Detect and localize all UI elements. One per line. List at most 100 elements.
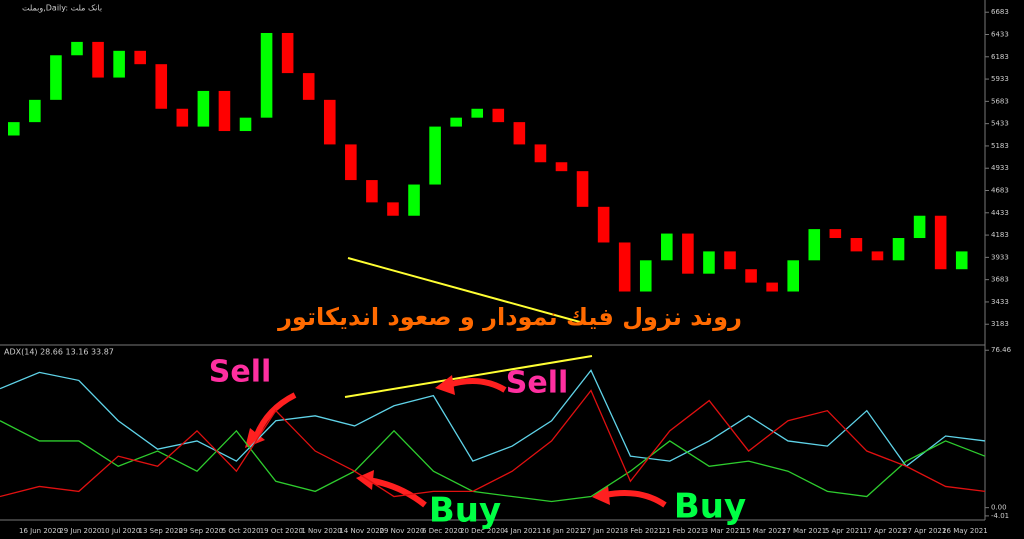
indicator-title: ADX(14) 28.66 13.16 33.87: [4, 348, 114, 357]
annotation: Sell: [209, 355, 272, 390]
indicator-line: [0, 389, 986, 498]
y-tick-label: 3183: [991, 320, 1009, 328]
y-tick-label: 6433: [991, 31, 1009, 39]
x-tick-label: 19 Oct 2020: [260, 527, 303, 535]
y-tick-label: 4183: [991, 231, 1009, 239]
y-tick-label: 3933: [991, 253, 1009, 261]
arrowheads: [245, 375, 610, 505]
candle: [197, 90, 210, 127]
x-tick-label: 29 Nov 2020: [380, 527, 425, 535]
arrowhead: [356, 470, 374, 490]
candle: [155, 64, 168, 109]
candle: [71, 41, 83, 56]
x-tick-label: 29 Jun 2020: [59, 527, 101, 535]
candle: [471, 108, 484, 118]
candle: [745, 269, 757, 283]
x-tick-label: 16 Jan 2021: [542, 527, 584, 535]
x-tick-label: 8 Feb 2021: [624, 527, 663, 535]
candle: [703, 251, 715, 274]
candle: [387, 202, 399, 216]
x-tick-label: 21 Feb 2021: [662, 527, 706, 535]
x-tick-label: 26 May 2021: [942, 527, 988, 535]
x-tick-label: 5 Apr 2021: [825, 527, 864, 535]
candle: [450, 117, 462, 127]
y-tick-label: 4683: [991, 187, 1009, 195]
candle: [134, 50, 146, 65]
candle: [29, 99, 41, 123]
x-tick-label: 6 Dec 2020: [422, 527, 462, 535]
candle: [934, 215, 947, 270]
annotation: Sell: [506, 366, 569, 401]
y-tick-label: -4.01: [991, 512, 1009, 520]
candle: [492, 108, 505, 123]
y-tick-label: 4933: [991, 164, 1009, 172]
candle: [366, 180, 378, 203]
candle: [955, 251, 968, 270]
x-tick-label: 27 Jan 2021: [582, 527, 624, 535]
candle: [92, 41, 104, 78]
candle: [555, 162, 568, 172]
headline: روند نزول فیك نمودار و صعود اندیكاتور: [277, 303, 742, 331]
candle: [682, 233, 694, 274]
y-tick-label: 0.00: [991, 504, 1007, 512]
y-tick-label: 4433: [991, 209, 1009, 217]
trend-line: [347, 257, 581, 323]
indicator-line: [0, 369, 986, 468]
candle: [281, 32, 294, 74]
y-tick-label: 6183: [991, 53, 1009, 61]
candle: [829, 229, 842, 239]
x-tick-label: 16 Jun 2020: [19, 527, 61, 535]
candle: [408, 184, 420, 216]
candle: [892, 238, 905, 261]
candle: [618, 242, 631, 292]
y-tick-label: 6683: [991, 8, 1009, 16]
x-tick-label: 14 Nov 2020: [339, 527, 384, 535]
x-tick-label: 20 Dec 2020: [460, 527, 505, 535]
x-tick-label: 3 Mar 2021: [704, 527, 744, 535]
candle: [345, 144, 357, 181]
candle: [576, 171, 589, 207]
x-tick-label: 1 Nov 2020: [301, 527, 341, 535]
candle: [661, 233, 673, 261]
x-tick-label: 13 Sep 2020: [139, 527, 183, 535]
annotation: Buy: [429, 491, 501, 531]
candle: [808, 229, 821, 261]
candle: [50, 55, 62, 100]
arrowhead: [592, 485, 610, 505]
candle: [429, 126, 441, 185]
arrowhead: [245, 428, 265, 448]
x-tick-label: 5 Oct 2020: [222, 527, 261, 535]
annotation: Buy: [674, 487, 746, 527]
candle: [787, 260, 799, 292]
candle: [113, 50, 125, 78]
y-tick-label: 5933: [991, 75, 1009, 83]
y-tick-label: 3683: [991, 276, 1009, 284]
x-tick-label: 27 Mar 2021: [782, 527, 826, 535]
candle: [871, 251, 884, 261]
arrow: [367, 477, 427, 508]
y-tick-label: 76.46: [991, 346, 1012, 354]
x-tick-label: 27 Apr 2021: [903, 527, 946, 535]
candle: [8, 122, 20, 136]
arrow: [604, 490, 667, 508]
candle: [323, 99, 336, 145]
candle: [850, 238, 863, 252]
y-tick-label: 5433: [991, 120, 1009, 128]
x-tick-label: 29 Sep 2020: [179, 527, 223, 535]
y-tick-label: 5683: [991, 97, 1009, 105]
candle: [913, 215, 926, 239]
candle: [639, 260, 652, 292]
trend-line: [344, 355, 593, 398]
candle: [724, 251, 736, 270]
candle: [597, 206, 610, 243]
candle: [218, 90, 231, 132]
x-tick-label: 15 Mar 2021: [742, 527, 786, 535]
x-tick-label: 10 Jul 2020: [101, 527, 141, 535]
arrowhead: [435, 375, 455, 395]
x-tick-label: 4 Jan 2021: [504, 527, 542, 535]
y-tick-label: 3433: [991, 298, 1009, 306]
indicator-line: [0, 420, 986, 503]
